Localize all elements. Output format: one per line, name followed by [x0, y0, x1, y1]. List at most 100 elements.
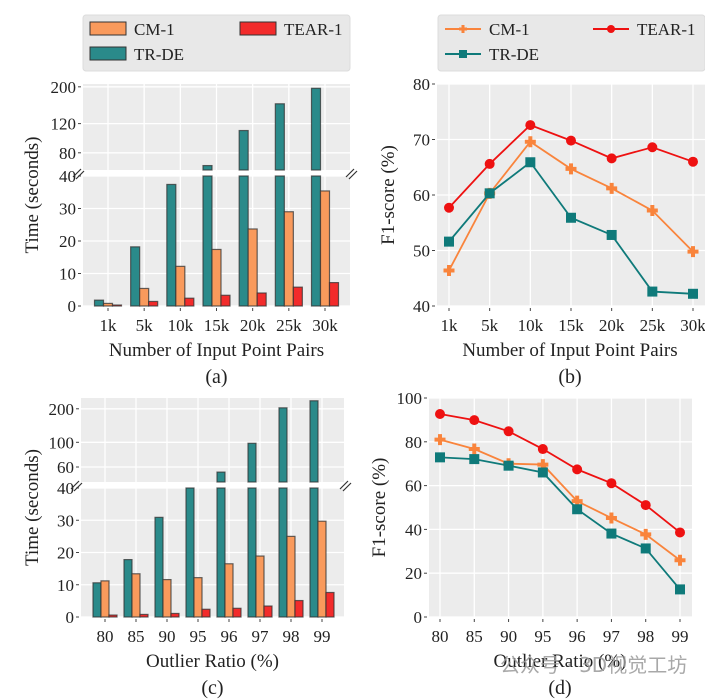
marker-d-TEAR-1-90 [503, 426, 514, 437]
xtick-label-b: 1k [441, 316, 459, 335]
legend-b-label-tear1: TEAR-1 [637, 20, 696, 39]
marker-d-TEAR-1-97 [606, 478, 617, 489]
bar-c-TEAR-1-96 [232, 607, 242, 618]
xtick-label-a: 25k [276, 316, 302, 335]
marker-b-TR-DE-20k [606, 229, 617, 240]
bar-a-TEAR-1-20k [256, 292, 267, 307]
marker-b-TR-DE-5k [484, 188, 495, 199]
bar-c-CM-1-97 [255, 555, 265, 618]
bar-a-TEAR-1-25k [292, 286, 303, 307]
legend-a-label-tear1: TEAR-1 [284, 20, 343, 39]
panel-d-line-chart: 0 20 40 60 80 100 80 85 90 95 96 97 98 99 F1-score (%)… [369, 389, 692, 699]
ytick-label-d: 0 [414, 608, 423, 627]
xtick-label-a: 20k [240, 316, 266, 335]
bar-a-CM-1-30k [319, 190, 331, 307]
xtick-label-c: 99 [314, 627, 331, 646]
xtick-label-b: 5k [481, 316, 499, 335]
xlabel-b: Number of Input Point Pairs [462, 340, 677, 361]
marker-b-TR-DE-15k [566, 212, 576, 223]
marker-b-TEAR-1-15k [566, 135, 576, 146]
bar-a-TR-DE-20k-lower [238, 175, 249, 307]
marker-d-TR-DE-90 [503, 460, 514, 471]
legend-b: CM-1 TEAR-1 TR-DE [437, 14, 705, 72]
legend-b-box [437, 14, 705, 72]
bar-a-TR-DE-15k-lower [202, 175, 213, 307]
bar-a-TR-DE-1k [93, 299, 105, 307]
ytick-label-c: 30 [57, 511, 74, 530]
legend-a-swatch-tear1 [239, 21, 277, 36]
xtick-label-d: 85 [466, 627, 483, 646]
xtick-label-c: 80 [97, 627, 114, 646]
bar-c-CM-1-96 [224, 563, 234, 618]
panel-c-bar-chart: 0 10 20 30 40 60 100 200 80 85 90 95 96 97 98 99 Time (s… [22, 398, 352, 699]
xlabel-a: Number of Input Point Pairs [109, 340, 324, 361]
caption-b: (b) [558, 366, 581, 388]
marker-d-TR-DE-95 [537, 467, 548, 478]
marker-d-TEAR-1-80 [435, 408, 445, 419]
bar-c-CM-1-99 [317, 520, 327, 618]
bar-c-TEAR-1-99 [325, 591, 335, 618]
bar-a-CM-1-10k [175, 265, 186, 307]
ytick-label-a: 20 [59, 232, 76, 251]
bar-c-TEAR-1-90 [170, 612, 180, 618]
ytick-label-a: 30 [59, 200, 76, 219]
ytick-label-c: 20 [57, 544, 74, 563]
legend-a-swatch-trde [89, 46, 127, 61]
marker-d-CM-1-97 [605, 512, 617, 524]
bar-a-TR-DE-30k-upper [310, 87, 322, 171]
marker-d-TEAR-1-85 [469, 415, 480, 426]
legend-b-line-tear1 [593, 25, 629, 33]
ytick-label-a: 200 [51, 78, 77, 97]
marker-d-TEAR-1-98 [640, 500, 651, 511]
xtick-label-a: 15k [204, 316, 230, 335]
bar-c-TR-DE-95-lower [185, 487, 195, 618]
panel-b-line-chart: 40 50 60 70 80 1k 5k 10k 15k 20k 25k 30k F1-score (%… [378, 75, 705, 388]
marker-b-CM-1-20k [606, 182, 618, 194]
ytick-label-b: 60 [413, 186, 430, 205]
marker-b-CM-1-30k [687, 246, 699, 258]
plot-area-d [429, 398, 692, 617]
bar-c-TR-DE-97-upper [247, 442, 257, 483]
ytick-label-d: 100 [397, 389, 423, 408]
marker-b-CM-1-10k [524, 136, 536, 148]
ytick-label-b: 40 [413, 297, 430, 316]
marker-d-CM-1-85 [468, 443, 480, 455]
bar-a-CM-1-25k [283, 211, 294, 307]
marker-d-CM-1-80 [434, 434, 446, 446]
bar-a-TR-DE-15k-upper [202, 164, 213, 171]
xtick-label-b: 25k [640, 316, 666, 335]
bar-c-TR-DE-96-lower [216, 487, 226, 618]
bar-a-TR-DE-30k-lower [310, 175, 322, 307]
bar-c-TEAR-1-80 [108, 614, 118, 618]
xtick-label-b: 30k [680, 316, 705, 335]
ytick-label-c: 0 [66, 608, 75, 627]
marker-b-CM-1-1k [443, 264, 455, 276]
bar-c-TR-DE-98-lower [278, 487, 288, 618]
bar-c-CM-1-95 [193, 577, 203, 618]
marker-b-TR-DE-10k [525, 157, 536, 168]
xtick-label-a: 5k [136, 316, 154, 335]
panel-a-bar-chart: 0 10 20 30 40 80 120 200 1k 5k 10k 15k 20k 25k 30k Time… [22, 78, 358, 388]
bar-c-TR-DE-98-upper [278, 407, 288, 483]
bar-a-TR-DE-10k [166, 183, 177, 307]
bar-c-TR-DE-90 [154, 516, 164, 618]
bar-a-TEAR-1-10k [184, 297, 195, 307]
bar-a-CM-1-15k [211, 248, 222, 307]
bar-a-TEAR-1-30k [328, 282, 340, 307]
marker-b-TEAR-1-1k [444, 202, 454, 213]
watermark: 公众号 · 3D视觉工坊 [500, 653, 687, 677]
bar-a-CM-1-1k [102, 302, 114, 307]
marker-d-TEAR-1-96 [572, 464, 583, 475]
xtick-label-d: 96 [569, 627, 586, 646]
ytick-label-d: 80 [405, 433, 422, 452]
bar-a-TR-DE-25k-upper [274, 103, 285, 171]
legend-b-label-cm1: CM-1 [489, 20, 530, 39]
legend-a: CM-1 TEAR-1 TR-DE [82, 14, 351, 72]
xtick-label-c: 96 [221, 627, 238, 646]
ytick-label-c: 40 [57, 479, 74, 498]
xtick-label-d: 98 [637, 627, 654, 646]
legend-b-line-cm1 [445, 25, 481, 33]
bar-c-CM-1-98 [286, 535, 296, 618]
xtick-label-c: 90 [159, 627, 176, 646]
xlabel-d: Outlier Ratio (%) [494, 651, 627, 672]
